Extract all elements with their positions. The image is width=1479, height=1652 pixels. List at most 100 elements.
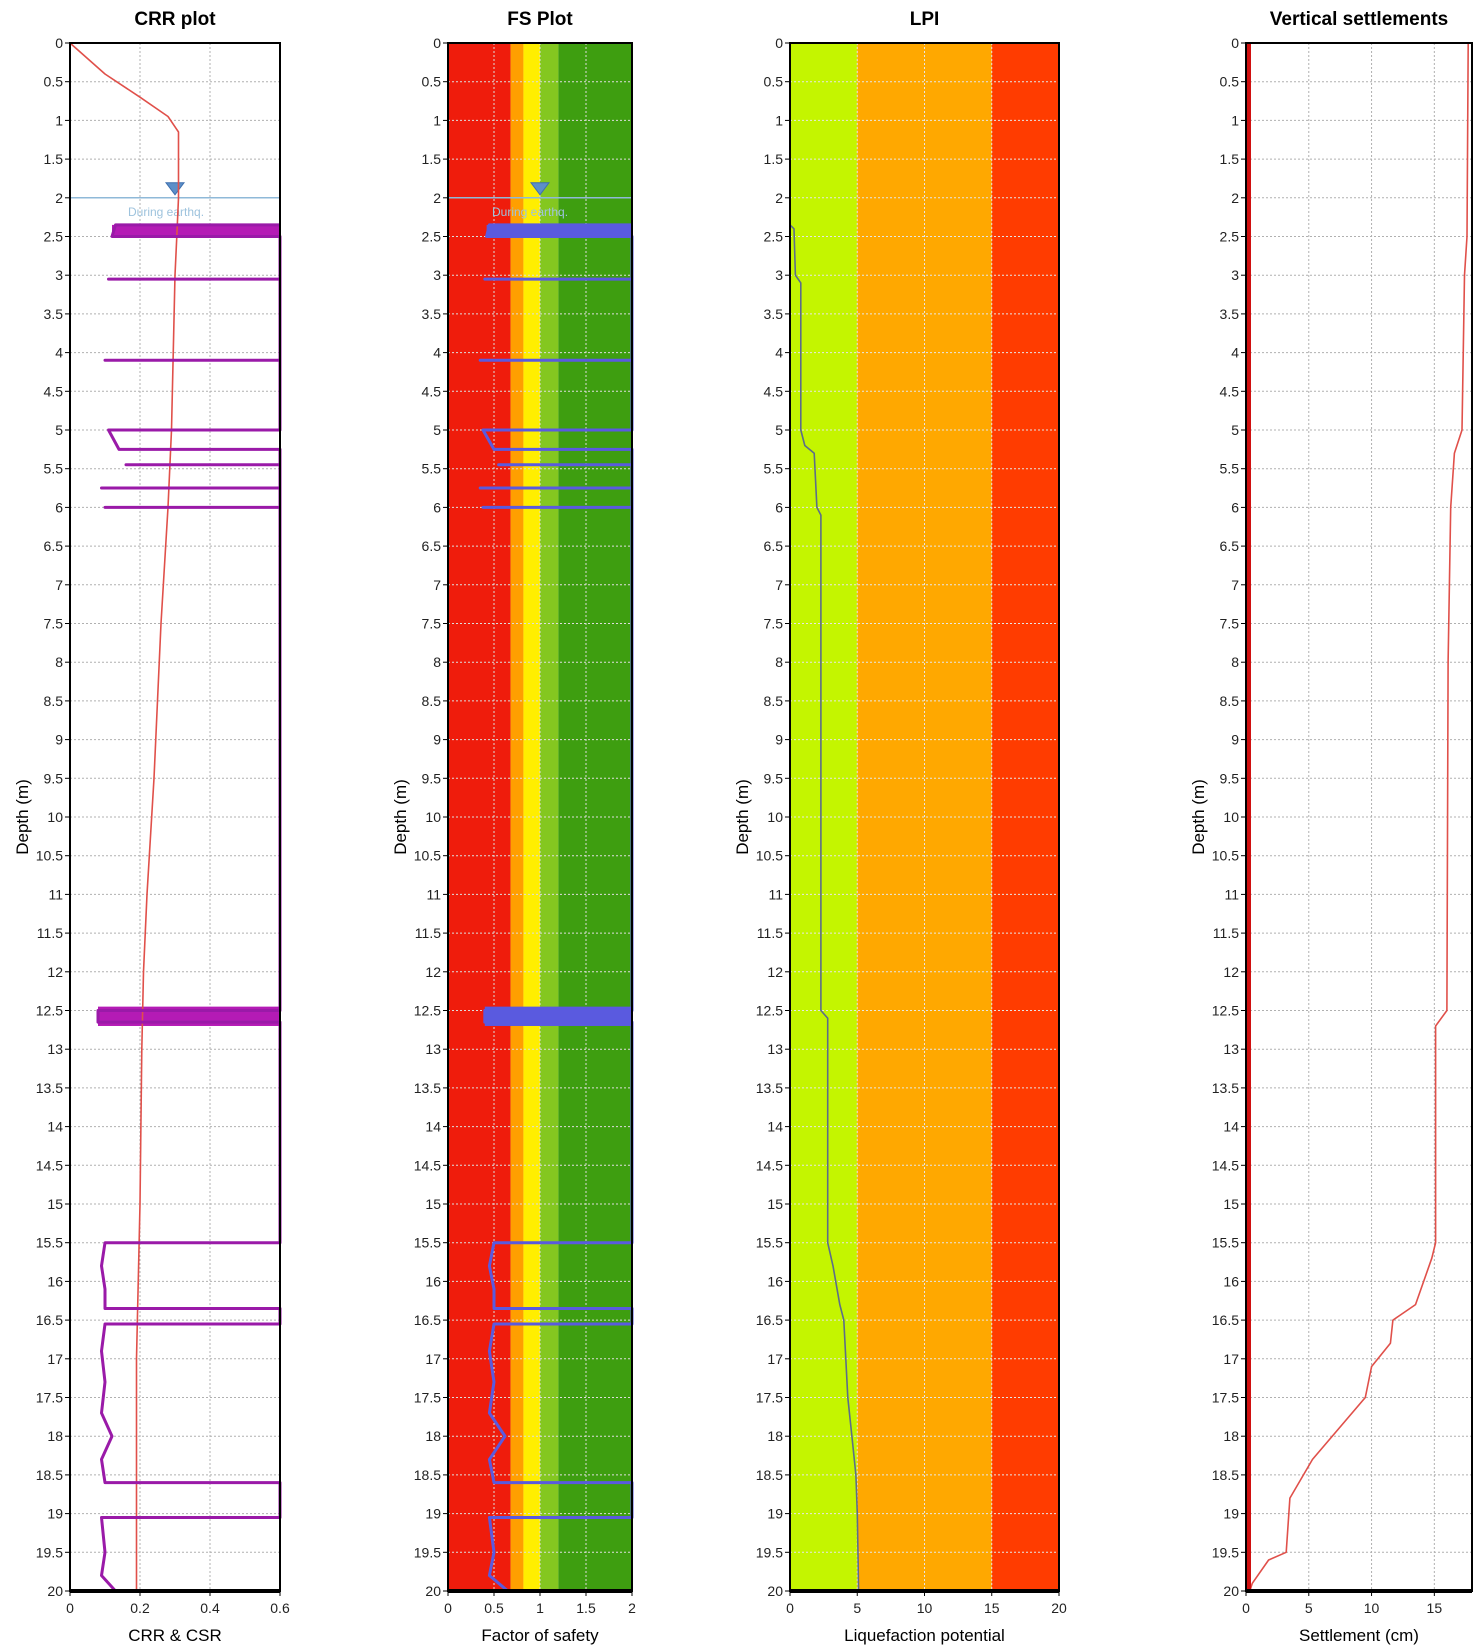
x-tick-label: 15 [1427, 1600, 1443, 1616]
y-tick-label: 0.5 [1220, 74, 1240, 90]
y-tick-label: 9 [775, 732, 783, 748]
y-tick-label: 9 [1231, 732, 1239, 748]
band-1 [486, 224, 632, 237]
y-tick-label: 2.5 [44, 229, 64, 245]
x-tick-label: 1.5 [576, 1600, 596, 1616]
y-axis-label: Depth (m) [733, 779, 752, 855]
y-tick-label: 16 [425, 1273, 441, 1289]
y-tick-label: 19.5 [1212, 1544, 1239, 1560]
y-tick-label: 13 [1223, 1041, 1239, 1057]
x-tick-label: 0.6 [270, 1600, 290, 1616]
y-tick-label: 19.5 [756, 1544, 783, 1560]
y-tick-label: 5 [1231, 422, 1239, 438]
chart-title: CRR plot [134, 9, 216, 30]
y-tick-label: 9 [433, 732, 441, 748]
y-tick-label: 10.5 [756, 848, 783, 864]
y-tick-label: 18 [1223, 1428, 1239, 1444]
y-tick-label: 8.5 [422, 693, 442, 709]
y-tick-label: 18.5 [36, 1467, 63, 1483]
y-tick-label: 2.5 [764, 229, 784, 245]
y-tick-label: 17 [767, 1351, 783, 1367]
y-tick-label: 18 [767, 1428, 783, 1444]
y-tick-label: 12 [1223, 964, 1239, 980]
y-tick-label: 0 [775, 35, 783, 51]
y-tick-label: 7 [433, 577, 441, 593]
y-tick-label: 0 [1231, 35, 1239, 51]
y-tick-label: 8.5 [1220, 693, 1240, 709]
y-tick-label: 4 [433, 345, 441, 361]
series-line-1 [1249, 42, 1469, 1592]
chart-panel-2: During earthq.00.511.522.533.544.555.566… [391, 9, 636, 1645]
y-tick-label: 16 [47, 1273, 63, 1289]
y-tick-label: 15.5 [756, 1235, 783, 1251]
y-tick-label: 10 [425, 809, 441, 825]
y-axis-label: Depth (m) [391, 779, 410, 855]
y-tick-label: 3 [1231, 267, 1239, 283]
x-tick-label: 20 [1051, 1600, 1067, 1616]
y-tick-label: 19.5 [414, 1544, 441, 1560]
y-tick-label: 8 [55, 654, 63, 670]
y-tick-label: 6 [55, 499, 63, 515]
x-tick-label: 0 [444, 1600, 452, 1616]
y-tick-label: 9.5 [1220, 770, 1240, 786]
y-tick-label: 9.5 [44, 770, 64, 786]
y-tick-label: 5.5 [764, 461, 784, 477]
y-tick-label: 17.5 [1212, 1390, 1239, 1406]
y-tick-label: 8.5 [44, 693, 64, 709]
y-tick-label: 3 [433, 267, 441, 283]
y-tick-label: 18 [47, 1428, 63, 1444]
y-tick-label: 11.5 [37, 925, 63, 941]
y-tick-label: 6 [433, 499, 441, 515]
y-tick-label: 11.5 [415, 925, 441, 941]
chart-panel-4: 00.511.522.533.544.555.566.577.588.599.5… [1189, 9, 1473, 1645]
y-tick-label: 0 [55, 35, 63, 51]
y-tick-label: 17 [47, 1351, 63, 1367]
y-tick-label: 14 [767, 1119, 783, 1135]
y-tick-label: 18.5 [1212, 1467, 1239, 1483]
chart-title: LPI [910, 9, 940, 30]
x-tick-label: 15 [984, 1600, 1000, 1616]
y-tick-label: 9.5 [422, 770, 442, 786]
y-tick-label: 4.5 [422, 383, 442, 399]
y-tick-label: 13.5 [756, 1080, 783, 1096]
y-tick-label: 7.5 [44, 616, 64, 632]
y-tick-label: 15 [425, 1196, 441, 1212]
y-tick-label: 14.5 [414, 1157, 441, 1173]
y-tick-label: 19 [767, 1506, 783, 1522]
water-table-label: During earthq. [128, 205, 204, 219]
x-tick-label: 1 [536, 1600, 544, 1616]
x-tick-label: 0.4 [200, 1600, 220, 1616]
y-tick-label: 2 [433, 190, 441, 206]
y-tick-label: 8.5 [764, 693, 784, 709]
water-table-marker [165, 182, 185, 196]
y-tick-label: 13 [425, 1041, 441, 1057]
y-tick-label: 0.5 [764, 74, 784, 90]
y-tick-label: 14.5 [756, 1157, 783, 1173]
y-tick-label: 2.5 [1220, 229, 1240, 245]
y-tick-label: 4.5 [764, 383, 784, 399]
y-tick-label: 10.5 [36, 848, 63, 864]
y-tick-label: 15 [1223, 1196, 1239, 1212]
y-tick-label: 1 [775, 112, 783, 128]
x-axis-label: Factor of safety [481, 1626, 599, 1645]
y-tick-label: 19 [1223, 1506, 1239, 1522]
y-tick-label: 16.5 [756, 1312, 783, 1328]
y-tick-label: 6 [1231, 499, 1239, 515]
y-tick-label: 17.5 [414, 1390, 441, 1406]
series-line-1 [789, 224, 860, 1592]
y-tick-label: 14 [1223, 1119, 1239, 1135]
y-tick-label: 12.5 [756, 1003, 783, 1019]
y-tick-label: 0.5 [44, 74, 64, 90]
y-tick-label: 3.5 [1220, 306, 1240, 322]
x-tick-label: 0.5 [484, 1600, 504, 1616]
y-tick-label: 16 [767, 1273, 783, 1289]
y-tick-label: 5 [55, 422, 63, 438]
y-tick-label: 13 [767, 1041, 783, 1057]
y-tick-label: 20 [425, 1583, 441, 1599]
y-tick-label: 12 [425, 964, 441, 980]
y-tick-label: 1.5 [44, 151, 64, 167]
y-tick-label: 2 [775, 190, 783, 206]
y-tick-label: 11.5 [1213, 925, 1239, 941]
y-tick-label: 12 [767, 964, 783, 980]
y-tick-label: 10.5 [1212, 848, 1239, 864]
